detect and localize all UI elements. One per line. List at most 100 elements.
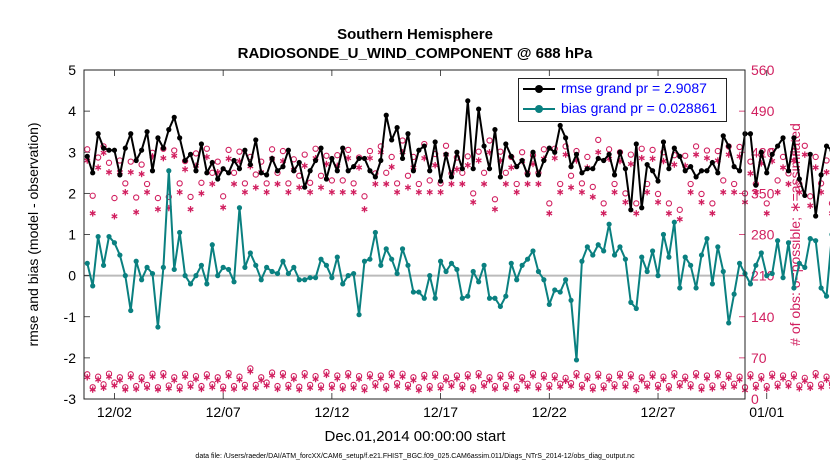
assimilated-obs-marker-stroke [105, 170, 113, 175]
assimilated-obs-lower-marker-stroke [796, 386, 803, 391]
assimilated-obs-marker-stroke [502, 181, 509, 187]
assimilated-obs-lower-marker [529, 372, 537, 380]
assimilated-obs-marker-stroke [535, 181, 542, 187]
assimilated-obs-lower-marker-stroke [165, 386, 172, 391]
assimilated-obs-lower-marker-stroke [410, 378, 417, 383]
assimilated-obs-marker [225, 155, 232, 162]
possible-obs-marker [263, 180, 270, 187]
assimilated-obs-marker [171, 152, 178, 159]
y-right-tick-label: 560 [751, 62, 775, 78]
bias-series-point [546, 301, 552, 308]
possible-obs-marker [692, 143, 700, 150]
assimilated-obs-lower-marker-stroke [404, 385, 412, 391]
bias-series-point [660, 231, 667, 238]
assimilated-obs-marker [687, 189, 694, 196]
assimilated-obs-lower-marker-stroke [475, 373, 482, 379]
assimilated-obs-lower-marker-stroke [627, 375, 634, 380]
assimilated-obs-lower-marker [328, 384, 335, 392]
possible-obs-marker [730, 180, 738, 188]
bias-series-point [122, 273, 128, 279]
rmse-series-point [688, 164, 694, 170]
assimilated-obs-marker-stroke [698, 200, 705, 205]
assimilated-obs-lower-marker [111, 382, 118, 389]
bias-series-point [416, 289, 422, 295]
assimilated-obs-lower-marker-stroke [225, 373, 232, 379]
bias-series-point [160, 264, 166, 270]
assimilated-obs-marker [138, 170, 145, 178]
assimilated-obs-lower-marker [181, 373, 189, 380]
bias-series-point [655, 273, 661, 279]
assimilated-obs-marker [475, 157, 482, 164]
assimilated-obs-marker-stroke [595, 150, 602, 155]
bias-series-point [823, 293, 830, 299]
assimilated-obs-marker [513, 189, 520, 196]
assimilated-obs-marker [209, 180, 216, 188]
assimilated-obs-marker [622, 198, 629, 206]
assimilated-obs-marker [393, 189, 401, 196]
possible-obs-marker [198, 179, 205, 186]
possible-obs-marker [111, 194, 118, 202]
bias-series-point [677, 285, 683, 291]
rmse-series-point [497, 174, 503, 180]
rmse-series-point [372, 174, 378, 180]
rmse-series-point [410, 168, 417, 174]
assimilated-obs-lower-marker-stroke [578, 385, 586, 391]
assimilated-obs-marker [383, 180, 390, 188]
assimilated-obs-marker-stroke [807, 203, 814, 208]
rmse-series-point [590, 166, 596, 172]
assimilated-obs-lower-marker-stroke [611, 385, 618, 390]
possible-obs-marker [361, 193, 368, 200]
bias-series-point [329, 275, 335, 281]
assimilated-obs-lower-marker-stroke [562, 378, 569, 383]
bias-series-point [535, 268, 542, 275]
bias-series-point [367, 256, 373, 262]
possible-obs-marker [611, 180, 618, 188]
assimilated-obs-lower-marker [573, 372, 580, 380]
plot-frame [83, 69, 746, 400]
rmse-series-point [128, 131, 134, 137]
y-right-tick-label: 0 [751, 391, 759, 407]
assimilated-obs-marker [355, 164, 363, 171]
bias-series-point [432, 295, 438, 301]
assimilated-obs-lower-marker-stroke [192, 376, 200, 382]
assimilated-obs-lower-marker-stroke [127, 375, 134, 380]
rmse-series-point [231, 157, 237, 164]
possible-obs-marker [225, 146, 232, 154]
bias-series-point [802, 264, 808, 270]
assimilated-obs-lower-marker-stroke [171, 378, 178, 383]
rmse-series-point [416, 147, 422, 153]
assimilated-obs-lower-marker [127, 374, 134, 381]
bias-series-point [764, 273, 770, 279]
rmse-series-point [345, 168, 351, 174]
y-left-tick-label: 4 [68, 103, 76, 119]
assimilated-obs-lower-marker-stroke [779, 376, 787, 381]
assimilated-obs-marker-stroke [692, 152, 700, 157]
bias-series-point [465, 293, 471, 299]
possible-obs-marker [676, 206, 683, 213]
bias-series-point [524, 256, 531, 262]
rmse-series-point [454, 149, 460, 155]
rmse-series-point [193, 168, 199, 174]
rmse-series-point [242, 147, 248, 153]
bias-series-point [709, 281, 715, 287]
possible-obs-marker [633, 200, 640, 207]
assimilated-obs-marker [301, 162, 308, 169]
assimilated-obs-lower-marker [84, 374, 91, 381]
rmse-series-point [399, 155, 406, 162]
rmse-series-point [470, 166, 476, 172]
assimilated-obs-lower-marker [551, 375, 558, 382]
assimilated-obs-marker-stroke [627, 161, 634, 167]
assimilated-obs-lower-marker-stroke [595, 374, 602, 379]
bias-series-point [579, 258, 585, 264]
rmse-series-point [557, 122, 563, 129]
assimilated-obs-lower-marker-stroke [307, 385, 314, 391]
possible-obs-marker [105, 159, 113, 166]
assimilated-obs-lower-marker-stroke [258, 378, 265, 383]
assimilated-obs-marker [644, 189, 651, 196]
assimilated-obs-lower-marker-stroke [263, 383, 270, 388]
assimilated-obs-marker-stroke [143, 190, 151, 195]
x-tick-label: 12/12 [314, 404, 349, 420]
rmse-series-point [95, 131, 101, 137]
bias-series-point [769, 270, 775, 277]
y-left-tick-label: -1 [64, 309, 77, 325]
